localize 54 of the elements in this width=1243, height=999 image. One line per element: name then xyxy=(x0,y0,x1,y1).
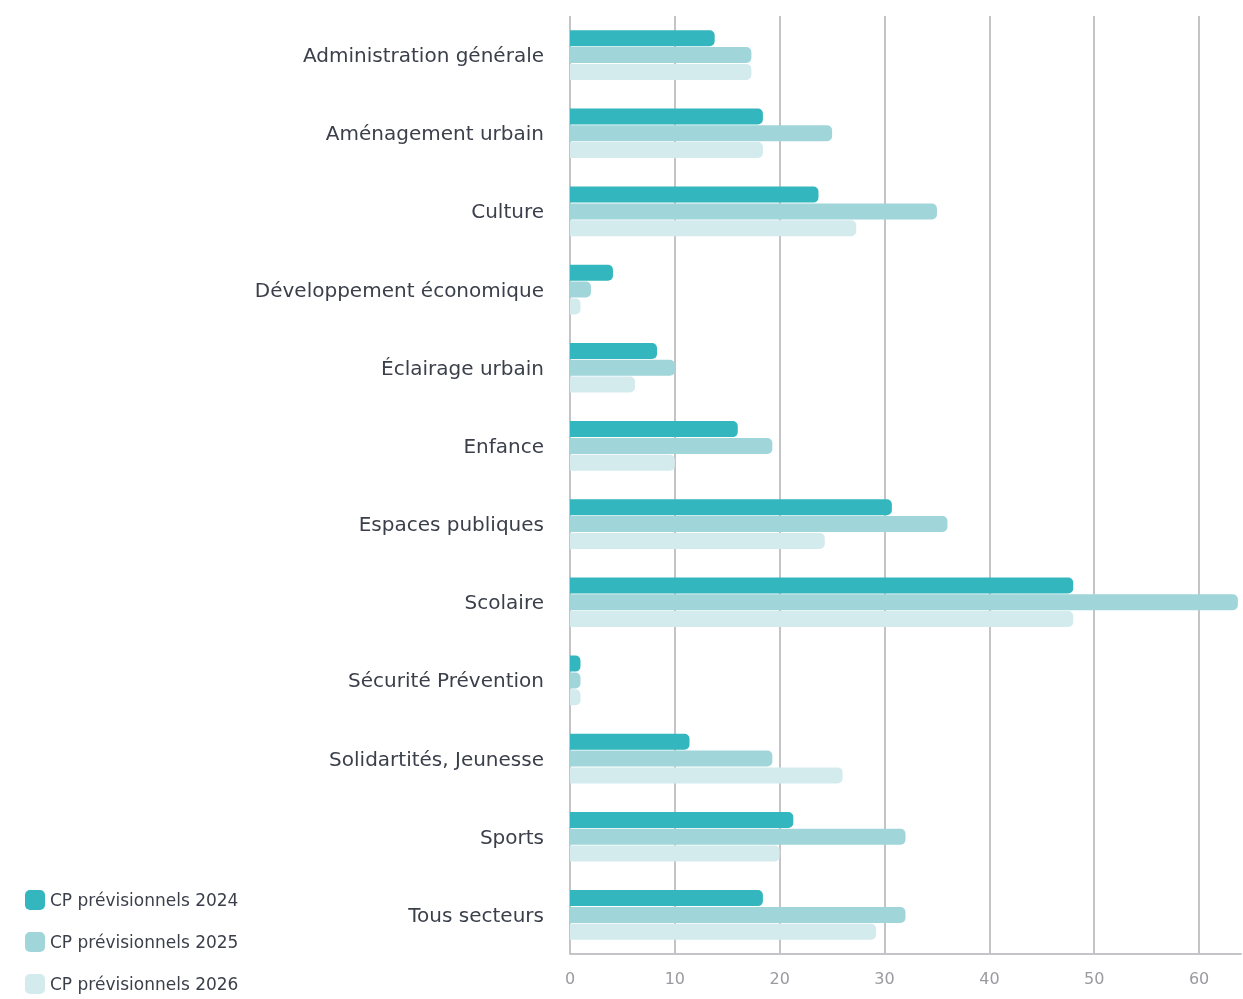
bar xyxy=(570,516,948,533)
bar xyxy=(570,577,1074,594)
bar xyxy=(570,532,825,549)
x-tick-label: 20 xyxy=(769,968,790,988)
y-tick-label: Tous secteurs xyxy=(407,902,544,927)
y-tick-label: Scolaire xyxy=(464,590,544,615)
y-tick-label: Espaces publiques xyxy=(358,512,544,537)
bar xyxy=(570,376,635,393)
bar xyxy=(570,454,675,471)
bar xyxy=(570,47,752,64)
bar xyxy=(570,733,690,750)
y-tick-label: Aménagement urbain xyxy=(325,121,544,146)
bar xyxy=(570,281,591,298)
bar xyxy=(570,421,738,438)
bar xyxy=(570,811,794,828)
bar xyxy=(570,108,763,125)
bar xyxy=(570,611,1074,628)
bar xyxy=(570,767,843,784)
bar xyxy=(570,203,937,220)
x-tick-label: 50 xyxy=(1084,968,1105,988)
x-tick-label: 10 xyxy=(664,968,686,988)
x-tick-label: 0 xyxy=(564,968,576,988)
x-tick-label: 30 xyxy=(874,968,895,988)
y-tick-label: Culture xyxy=(471,199,544,224)
bar xyxy=(570,220,857,237)
bar xyxy=(570,186,819,203)
bar xyxy=(570,499,892,516)
y-tick-label: Administration générale xyxy=(302,43,544,68)
bar xyxy=(570,342,658,359)
bar xyxy=(570,906,906,923)
bar xyxy=(570,359,675,376)
bar xyxy=(570,437,773,454)
bar xyxy=(570,750,773,767)
y-tick-label: Éclairage urbain xyxy=(381,355,544,380)
y-tick-label: Développement économique xyxy=(254,277,544,302)
bar xyxy=(570,594,1238,611)
bar xyxy=(570,923,877,940)
y-tick-label: Solidartités, Jeunesse xyxy=(329,746,544,771)
y-tick-label: Sports xyxy=(479,824,544,849)
legend-label: CP prévisionnels 2026 xyxy=(50,974,239,994)
x-tick-label: 60 xyxy=(1188,968,1210,988)
bar xyxy=(570,30,715,47)
legend-label: CP prévisionnels 2025 xyxy=(50,932,239,952)
bar xyxy=(570,63,752,80)
bar xyxy=(570,828,906,845)
y-tick-label: Sécurité Prévention xyxy=(348,668,544,693)
legend-label: CP prévisionnels 2024 xyxy=(50,890,239,910)
bar xyxy=(570,845,780,862)
bar xyxy=(570,125,833,142)
bar xyxy=(570,890,763,907)
y-tick-label: Enfance xyxy=(463,433,544,458)
x-tick-label: 40 xyxy=(979,968,1000,988)
bar xyxy=(570,264,613,281)
bar xyxy=(570,142,763,159)
